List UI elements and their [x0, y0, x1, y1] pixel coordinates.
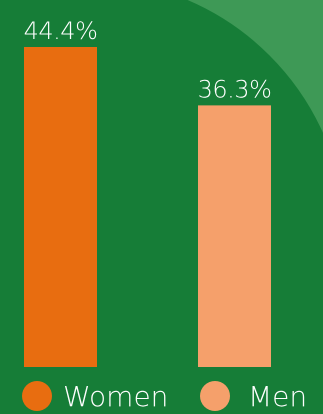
legend-item-men: Men	[200, 380, 307, 413]
bar-women	[24, 47, 97, 367]
value-labels-group: 44.4% 36.3%	[24, 17, 272, 103]
legend-item-women: Women	[22, 380, 168, 413]
decorative-arc	[187, 0, 323, 133]
legend-swatch-men	[200, 381, 230, 411]
legend: Women Men	[22, 380, 307, 413]
bar-men	[198, 105, 271, 367]
bars-group	[24, 47, 271, 367]
legend-swatch-women	[22, 381, 52, 411]
value-label-women: 44.4%	[24, 17, 98, 45]
legend-label-women: Women	[63, 380, 168, 413]
legend-label-men: Men	[248, 380, 307, 413]
value-label-men: 36.3%	[198, 75, 272, 103]
